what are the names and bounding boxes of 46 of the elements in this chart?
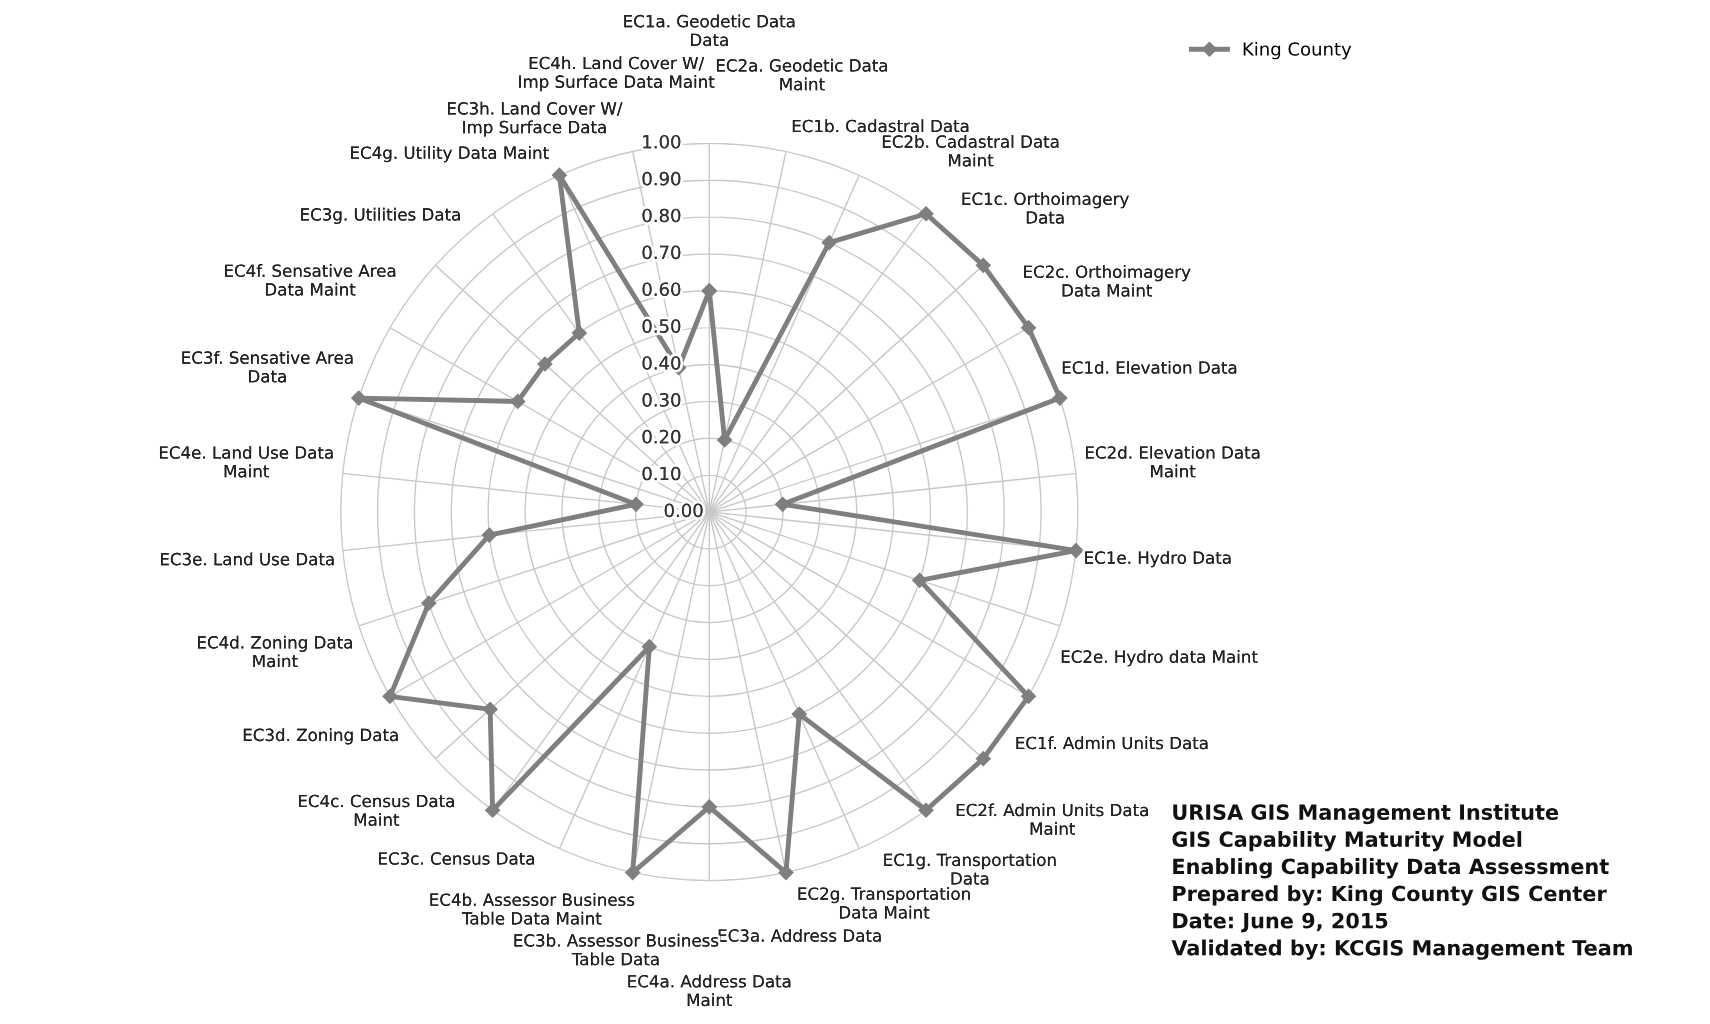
legend-label: King County	[1243, 41, 1352, 60]
spoke-label: EC3a. Address Data	[718, 928, 881, 942]
spoke-label: EC4a. Address Data Maint	[628, 974, 791, 1007]
y-tick-label: 0.20	[642, 429, 681, 444]
y-tick-label: 0.70	[642, 245, 681, 260]
text: Prepared by: King County GIS Center	[1173, 885, 1607, 906]
text: URISA GIS Management Institute	[1173, 803, 1559, 825]
y-tick-label: 0.00	[664, 503, 703, 518]
spoke-label: EC1a. Geodetic Data Data	[624, 14, 795, 47]
y-tick-label: 1.00	[643, 134, 681, 149]
y-tick-label: 0.90	[642, 171, 681, 186]
spoke-label: EC3h. Land Cover W/ Imp Surface Data	[448, 101, 623, 137]
text: Validated by: KCGIS Management Team	[1171, 939, 1632, 960]
spoke-label: EC3b. Assessor Business Table Data	[514, 933, 719, 966]
y-tick-label: 0.10	[642, 466, 681, 481]
spoke-label: EC2a. Geodetic Data Maint	[716, 58, 888, 91]
spoke-label: EC4b. Assessor Business Table Data Maint	[430, 893, 635, 925]
y-tick-label: 0.30	[642, 392, 681, 407]
spoke-label: EC1g. Transportation Data	[884, 853, 1056, 885]
spoke-label: EC1d. Elevation Data	[1062, 360, 1237, 374]
spoke-label: EC2e. Hydro data Maint	[1061, 650, 1258, 667]
spoke-label: EC4h. Land Cover W/ Imp Surface Data Maint	[519, 56, 715, 92]
spoke-label: EC4f. Sensative Area Data Maint	[225, 264, 396, 296]
spoke-label: EC3f. Sensative Area Data	[182, 351, 353, 383]
y-tick-label: 0.80	[642, 208, 681, 223]
spoke-label: EC3d. Zoning Data	[243, 728, 398, 745]
spoke-label: EC2d. Elevation Data Maint	[1086, 445, 1260, 478]
spoke-label: EC4e. Land Use Data Maint	[159, 445, 333, 478]
spoke-label: EC1e. Hydro Data	[1085, 551, 1231, 568]
spoke-label: EC3e. Land Use Data	[160, 552, 334, 566]
y-tick-label: 0.60	[642, 282, 681, 297]
spoke-label: EC4g. Utility Data Maint	[351, 146, 549, 163]
spoke-label: EC1f. Admin Units Data	[1016, 736, 1208, 750]
spoke-label: EC4c. Census Data Maint	[299, 794, 454, 826]
spoke-label: EC3g. Utilities Data	[301, 207, 460, 224]
text: GIS Capability Maturity Model	[1172, 830, 1522, 852]
text: Date: June 9, 2015	[1173, 912, 1388, 933]
text: Enabling Capability Data Assessment	[1173, 858, 1609, 879]
spoke-label: EC1b. Cadastral Data	[792, 119, 969, 133]
spoke-label: EC1c. Orthoimagery Data	[962, 192, 1129, 224]
spoke-label: EC4d. Zoning Data Maint	[198, 635, 352, 668]
spoke-label: EC2c. Orthoimagery Data Maint	[1024, 265, 1191, 297]
spoke-label: EC3c. Census Data	[379, 852, 534, 865]
spoke-label: EC2b. Cadastral Data Maint	[882, 134, 1059, 167]
spoke-label: EC2f. Admin Units Data Maint	[956, 803, 1148, 835]
spoke-label: EC2g. Transportation Data Maint	[798, 887, 970, 919]
